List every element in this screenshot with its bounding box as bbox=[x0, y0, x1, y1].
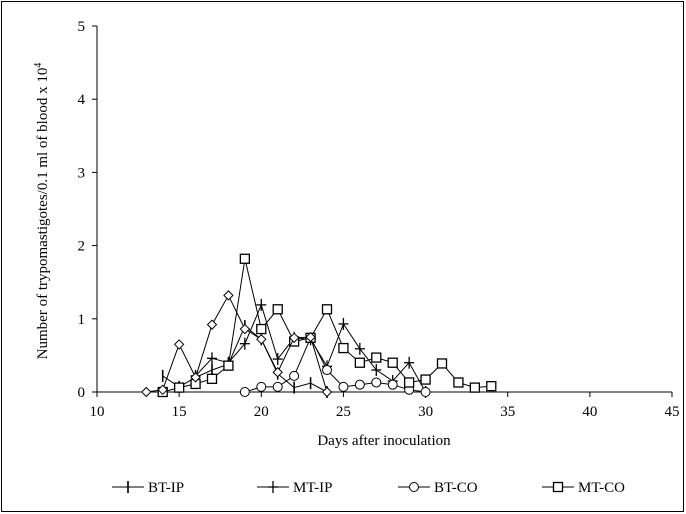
data-point-bt-co bbox=[387, 379, 398, 390]
y-tick-label: 1 bbox=[78, 312, 86, 328]
data-point-bt-co bbox=[272, 381, 283, 392]
data-point-diamond bbox=[272, 367, 283, 378]
data-point-mt-ip bbox=[239, 337, 250, 350]
data-point-mt-ip bbox=[338, 317, 349, 330]
legend-label-mt-ip: MT-IP bbox=[293, 480, 332, 496]
data-point-diamond bbox=[305, 331, 316, 343]
series-line-bt-ip bbox=[162, 325, 328, 393]
legend-item-bt-ip: BT-IP bbox=[112, 480, 184, 496]
data-point-diamond bbox=[223, 290, 234, 301]
x-tick-label: 45 bbox=[665, 404, 680, 420]
x-tick-label: 30 bbox=[418, 404, 433, 420]
data-point-mt-co bbox=[469, 382, 481, 393]
x-tick-label: 35 bbox=[500, 404, 515, 420]
data-point-mt-co bbox=[223, 360, 234, 371]
data-point-mt-co bbox=[206, 373, 218, 384]
data-point-mt-co bbox=[256, 323, 267, 335]
legend-item-mt-ip: MT-IP bbox=[257, 480, 332, 496]
x-axis-title: Days after inoculation bbox=[317, 433, 451, 449]
legend-label-bt-co: BT-CO bbox=[434, 480, 478, 496]
series-mt-co bbox=[157, 253, 497, 398]
legend-label-bt-ip: BT-IP bbox=[148, 480, 184, 496]
data-point-bt-co bbox=[239, 387, 250, 397]
y-tick-label: 0 bbox=[78, 385, 86, 401]
data-point-diamond bbox=[239, 323, 251, 335]
data-point-diamond bbox=[206, 319, 218, 330]
data-point-mt-ip bbox=[371, 364, 382, 377]
data-point-mt-co bbox=[371, 352, 382, 363]
data-point-bt-co bbox=[322, 365, 332, 376]
data-point-mt-co bbox=[403, 377, 415, 388]
data-point-mt-ip bbox=[207, 352, 217, 365]
data-point-mt-co bbox=[239, 253, 251, 264]
y-tick-label: 2 bbox=[78, 239, 86, 255]
data-point-mt-co bbox=[338, 342, 349, 354]
legend-marker-mt-ip bbox=[268, 481, 278, 493]
series-layer bbox=[141, 253, 497, 398]
legend-marker-mt-co bbox=[552, 481, 564, 493]
data-point-mt-co bbox=[272, 304, 283, 315]
x-tick-label: 40 bbox=[582, 404, 597, 420]
data-point-bt-co bbox=[338, 381, 349, 392]
data-point-bt-co bbox=[371, 377, 382, 388]
data-point-mt-co bbox=[486, 380, 497, 392]
data-point-diamond bbox=[321, 386, 333, 398]
data-point-diamond bbox=[288, 332, 300, 344]
x-tick-label: 25 bbox=[336, 404, 351, 420]
legend-marker-bt-co bbox=[409, 482, 419, 492]
x-tick-label: 20 bbox=[254, 404, 269, 420]
data-point-mt-co bbox=[436, 358, 448, 369]
x-tick-label: 10 bbox=[90, 404, 105, 420]
legend-item-mt-co: MT-CO bbox=[542, 480, 625, 496]
data-point-diamond bbox=[157, 384, 168, 396]
data-point-bt-co bbox=[256, 381, 267, 392]
data-point-diamond bbox=[256, 334, 267, 345]
data-point-mt-co bbox=[173, 382, 185, 393]
y-tick-label: 5 bbox=[78, 19, 86, 35]
data-point-diamond bbox=[141, 386, 152, 398]
data-point-mt-ip bbox=[272, 353, 283, 366]
data-point-diamond bbox=[173, 339, 185, 350]
data-point-mt-co bbox=[321, 304, 333, 315]
legend-item-bt-co: BT-CO bbox=[398, 480, 478, 496]
data-point-bt-co bbox=[289, 370, 300, 381]
series-bt-co bbox=[239, 332, 431, 397]
data-point-diamond bbox=[190, 372, 201, 383]
legend-label-mt-co: MT-CO bbox=[578, 480, 625, 496]
legend: BT-IP MT-IP BT-CO MT-CO bbox=[112, 480, 625, 496]
data-point-mt-ip bbox=[404, 356, 415, 369]
x-tick-label: 15 bbox=[172, 404, 187, 420]
data-point-bt-co bbox=[354, 379, 365, 390]
data-point-mt-co bbox=[453, 377, 464, 388]
data-point-mt-ip bbox=[354, 342, 365, 355]
data-point-mt-co bbox=[387, 357, 398, 368]
y-tick-label: 3 bbox=[78, 165, 86, 181]
data-point-mt-ip bbox=[256, 298, 267, 311]
data-point-bt-co bbox=[420, 387, 431, 397]
data-point-mt-co bbox=[354, 357, 366, 368]
y-axis-title: Number of trypomastigotes/0.1 ml of bloo… bbox=[33, 63, 51, 360]
data-point-mt-co bbox=[420, 374, 431, 385]
series-diamond bbox=[141, 290, 333, 398]
y-tick-label: 4 bbox=[78, 92, 86, 108]
